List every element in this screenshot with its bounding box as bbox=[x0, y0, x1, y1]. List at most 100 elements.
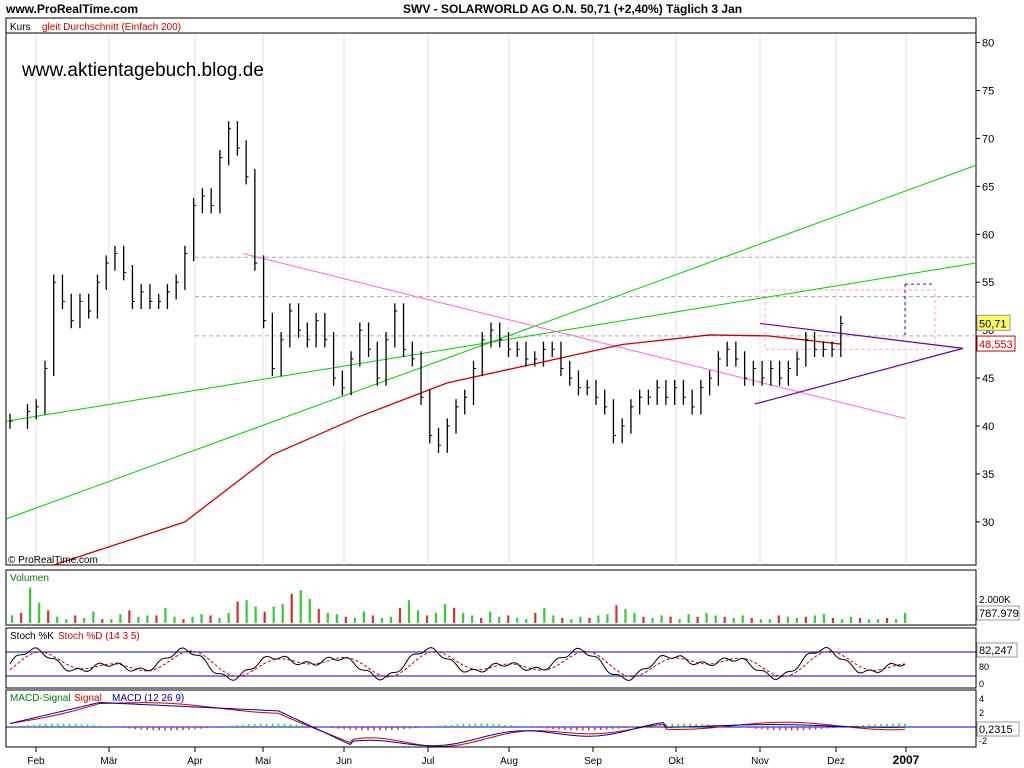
y-tick-label: 75 bbox=[982, 86, 994, 98]
volume-bar bbox=[741, 615, 744, 623]
volume-bar bbox=[38, 602, 41, 623]
last-price-label: 50,71 bbox=[979, 318, 1007, 330]
x-tick-label: Okt bbox=[668, 756, 684, 767]
volume-bar bbox=[380, 617, 384, 623]
stoch-tick: 80 bbox=[979, 662, 989, 672]
volume-bar bbox=[489, 611, 492, 623]
volume-bar bbox=[353, 617, 356, 623]
y-tick-label: 80 bbox=[982, 38, 994, 50]
macd-signal-label: MACD-Signal bbox=[10, 693, 71, 704]
site-label[interactable]: www.ProRealTime.com bbox=[6, 2, 139, 16]
copyright-label: © ProRealTime.com bbox=[8, 555, 98, 566]
volume-bar bbox=[732, 617, 735, 623]
y-tick-label: 70 bbox=[982, 133, 994, 145]
volume-bar bbox=[434, 612, 438, 623]
x-tick-label: Jun bbox=[336, 756, 352, 767]
last-price-box bbox=[976, 314, 1011, 331]
volume-bar bbox=[759, 619, 762, 623]
volume-bar bbox=[119, 614, 122, 623]
volume-bar bbox=[579, 616, 582, 623]
price-panel bbox=[5, 17, 977, 566]
y-tick-label: 45 bbox=[982, 373, 994, 385]
volume-bar bbox=[723, 616, 726, 623]
volume-bar bbox=[254, 606, 257, 623]
volume-bar bbox=[822, 614, 826, 623]
instrument-title: SWV - SOLARWORLD AG O.N. 50,71 (+2,40%) … bbox=[403, 2, 743, 16]
volume-bar bbox=[56, 616, 59, 623]
volume-bar bbox=[92, 611, 95, 623]
volume-bar bbox=[47, 610, 50, 623]
volume-bar bbox=[398, 607, 402, 623]
volume-bar bbox=[110, 619, 113, 623]
volume-bar bbox=[317, 609, 320, 623]
triangle-upper-line bbox=[759, 322, 964, 349]
volume-bar bbox=[443, 604, 447, 623]
volume-bar bbox=[371, 615, 375, 623]
y-tick-label: 60 bbox=[982, 229, 994, 241]
volume-bar bbox=[660, 615, 663, 623]
macd-tick: 2 bbox=[979, 708, 984, 718]
pink-downtrend-line bbox=[242, 252, 906, 419]
y-tick-label: 35 bbox=[982, 469, 994, 481]
ma-value-label: 48,553 bbox=[979, 339, 1013, 351]
volume-bar bbox=[308, 598, 311, 623]
volume-bar bbox=[525, 619, 528, 623]
volume-bar bbox=[128, 610, 131, 623]
volume-bar bbox=[146, 615, 149, 623]
volume-bar bbox=[416, 610, 420, 623]
volume-bar bbox=[462, 612, 465, 623]
volume-bar bbox=[236, 601, 239, 623]
volume-bar bbox=[245, 600, 248, 623]
volume-bar bbox=[894, 619, 898, 623]
legend-kurs: Kurs bbox=[10, 22, 31, 33]
volume-bar bbox=[182, 619, 185, 623]
volume-bar bbox=[615, 605, 618, 623]
volume-bar bbox=[29, 587, 32, 623]
stoch-panel bbox=[5, 627, 977, 689]
volume-bar bbox=[858, 617, 862, 623]
x-tick-label: Mär bbox=[100, 756, 118, 767]
volume-bar bbox=[552, 615, 555, 623]
volume-bar bbox=[155, 615, 158, 623]
macd-tick: 4 bbox=[979, 694, 984, 704]
volume-bar bbox=[876, 619, 880, 623]
stoch-value-label: 82,247 bbox=[979, 645, 1013, 657]
volume-bar bbox=[687, 614, 690, 623]
volume-bar bbox=[83, 617, 86, 623]
x-tick-label: Feb bbox=[27, 756, 45, 767]
macd-value-label: 0,2315 bbox=[979, 724, 1013, 736]
macd-signal-line bbox=[9, 702, 906, 747]
volume-bar bbox=[831, 617, 835, 623]
stoch-d-line bbox=[9, 650, 906, 678]
volume-bar bbox=[633, 612, 636, 623]
x-tick-label: Apr bbox=[187, 756, 203, 767]
y-tick-label: 30 bbox=[982, 517, 994, 529]
volume-bar bbox=[263, 611, 266, 623]
watermark-text: www.aktientagebuch.blog.de bbox=[21, 60, 264, 81]
ma200-line bbox=[53, 334, 841, 566]
volume-bar bbox=[678, 619, 681, 623]
x-tick-label: Dez bbox=[827, 756, 845, 767]
volume-bar bbox=[480, 617, 483, 623]
volume-label: Volumen bbox=[10, 573, 49, 584]
volume-bar bbox=[867, 619, 871, 623]
volume-bar bbox=[651, 617, 654, 623]
volume-bar bbox=[11, 615, 14, 623]
x-tick-label: Mai bbox=[255, 756, 271, 767]
x-tick-label: Sep bbox=[584, 756, 602, 767]
volume-bar bbox=[543, 607, 546, 623]
volume-bar bbox=[642, 616, 645, 623]
y-tick-label: 55 bbox=[982, 277, 994, 289]
volume-bar bbox=[281, 604, 284, 623]
volume-value-box bbox=[976, 605, 1020, 621]
volume-bar bbox=[272, 606, 275, 623]
volume-bar bbox=[74, 615, 77, 623]
volume-bar bbox=[606, 614, 609, 623]
macd-line bbox=[9, 701, 906, 747]
volume-bar bbox=[164, 607, 167, 623]
volume-bar bbox=[696, 616, 699, 623]
volume-bar bbox=[624, 609, 627, 623]
volume-bar bbox=[299, 590, 302, 623]
x-tick-label: Nov bbox=[751, 756, 769, 767]
